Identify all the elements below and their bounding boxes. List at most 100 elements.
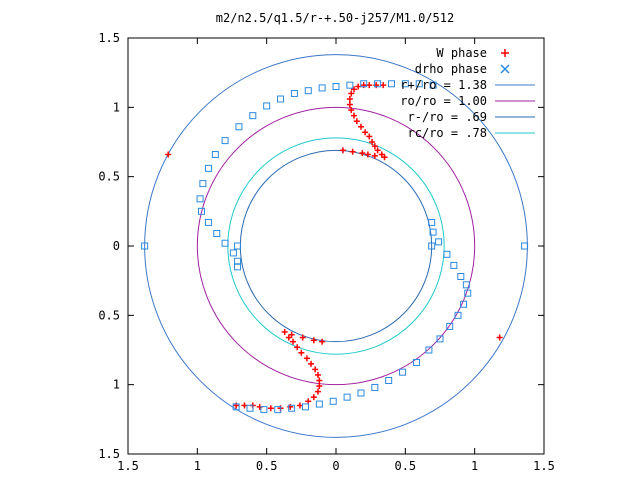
w-phase-point [374, 147, 381, 154]
w-phase-point [316, 383, 323, 390]
drho-phase-point [315, 400, 323, 408]
legend-label: ro/ro = 1.00 [400, 94, 487, 108]
w-phase-point [296, 402, 303, 409]
drho-phase-point [235, 123, 243, 131]
w-phase-point [351, 86, 358, 93]
drho-phase-point [399, 368, 407, 376]
drho-phase-point [425, 346, 433, 354]
drho-phase-point [263, 102, 271, 110]
w-phase-point [281, 328, 288, 335]
x-tick-label: 0.5 [394, 459, 416, 473]
drho-phase-point [429, 228, 437, 236]
drho-phase-point [436, 335, 444, 343]
y-tick-label: 1 [113, 100, 120, 114]
w-phase-point [288, 331, 295, 338]
y-tick-label: 0.5 [98, 170, 120, 184]
w-phase-point [381, 154, 388, 161]
w-phase-point [294, 344, 301, 351]
drho-phase-point [221, 239, 229, 247]
w-phase-point [362, 129, 369, 136]
drho-phase-point [229, 249, 237, 257]
drho-phase-point [141, 242, 149, 250]
w-phase-point [371, 143, 378, 150]
drho-phase-point [221, 137, 229, 145]
drho-phase-point [387, 80, 395, 88]
w-phase-point [305, 398, 312, 405]
drho-phase-point [234, 263, 242, 271]
drho-phase-point [329, 397, 337, 405]
y-tick-label: 1 [113, 378, 120, 392]
legend-entry: r-/ro = .69 [408, 110, 535, 124]
w-phase-point [303, 355, 310, 362]
y-tick-label: 0 [113, 239, 120, 253]
drho-phase-point [197, 207, 205, 215]
drho-phase-point [460, 300, 468, 308]
drho-phase-point [521, 242, 529, 250]
reference-circle [196, 106, 476, 386]
w-phase-point [357, 123, 364, 130]
drho-phase-point [415, 80, 423, 88]
phase-points [141, 80, 529, 414]
w-phase-point [339, 147, 346, 154]
w-phase-point [319, 338, 326, 345]
w-phase-point [366, 82, 373, 89]
drho-phase-point [234, 242, 242, 250]
drho-phase-point [318, 84, 326, 92]
drho-phase-point [288, 404, 296, 412]
drho-phase-point [428, 242, 436, 250]
drho-phase-point [304, 87, 312, 95]
drho-phase-point [443, 250, 451, 258]
w-phase-point [351, 112, 358, 119]
reference-circle [227, 137, 445, 355]
w-phase-point [378, 151, 385, 158]
drho-phase-point [277, 95, 285, 103]
y-tick-label: 1.5 [98, 31, 120, 45]
legend-entry: ro/ro = 1.00 [400, 94, 535, 108]
w-phase-point [355, 83, 362, 90]
w-phase-point [290, 338, 297, 345]
w-phase-point [312, 366, 319, 373]
legend-label: r+/ro = 1.38 [400, 78, 487, 92]
drho-phase-point [274, 406, 282, 414]
legend-label: W phase [436, 46, 487, 60]
w-phase-point [314, 371, 321, 378]
drho-phase-point [232, 403, 240, 411]
w-phase-point [359, 150, 366, 157]
drho-phase-point [385, 377, 393, 385]
drho-phase-point [412, 358, 420, 366]
w-phase-point [369, 139, 376, 145]
drho-phase-point [464, 289, 472, 297]
w-phase-point [314, 388, 321, 395]
w-phase-point [310, 394, 317, 401]
w-phase-point [353, 118, 360, 125]
drho-phase-point [211, 150, 219, 158]
w-phase-point [241, 402, 248, 409]
w-phase-point [298, 349, 305, 356]
drho-phase-point [371, 383, 379, 391]
axis-ticks: 1.5 1 0.5 0 0.5 1 1.51.510.500.511.5 [98, 31, 555, 473]
drho-phase-point [374, 80, 382, 88]
y-tick-label: 0.5 [98, 308, 120, 322]
x-tick-label: 1 [194, 459, 201, 473]
x-tick-label: 1 [471, 459, 478, 473]
x-tick-label: 1.5 [117, 459, 139, 473]
w-phase-point [299, 334, 306, 341]
drho-phase-point [260, 406, 268, 414]
legend-entry: rc/ro = .78 [408, 126, 535, 140]
drho-phase-point [450, 261, 458, 269]
drho-phase-point [357, 389, 365, 397]
drho-phase-point [332, 83, 340, 91]
legend-entry: r+/ro = 1.38 [400, 78, 535, 92]
legend: W phase drho phase r+/ro = 1.38 ro/ro = 1.0… [400, 46, 535, 140]
drho-phase-point [462, 281, 470, 289]
w-phase-point [349, 148, 356, 155]
drho-phase-point [454, 311, 462, 319]
drho-phase-point [360, 80, 368, 88]
w-phase-point [366, 133, 373, 140]
w-phase-point [346, 101, 353, 108]
w-phase-point [348, 107, 355, 114]
w-phase-point [380, 82, 387, 89]
drho-phase-point [290, 89, 298, 97]
reference-circle [239, 149, 433, 343]
